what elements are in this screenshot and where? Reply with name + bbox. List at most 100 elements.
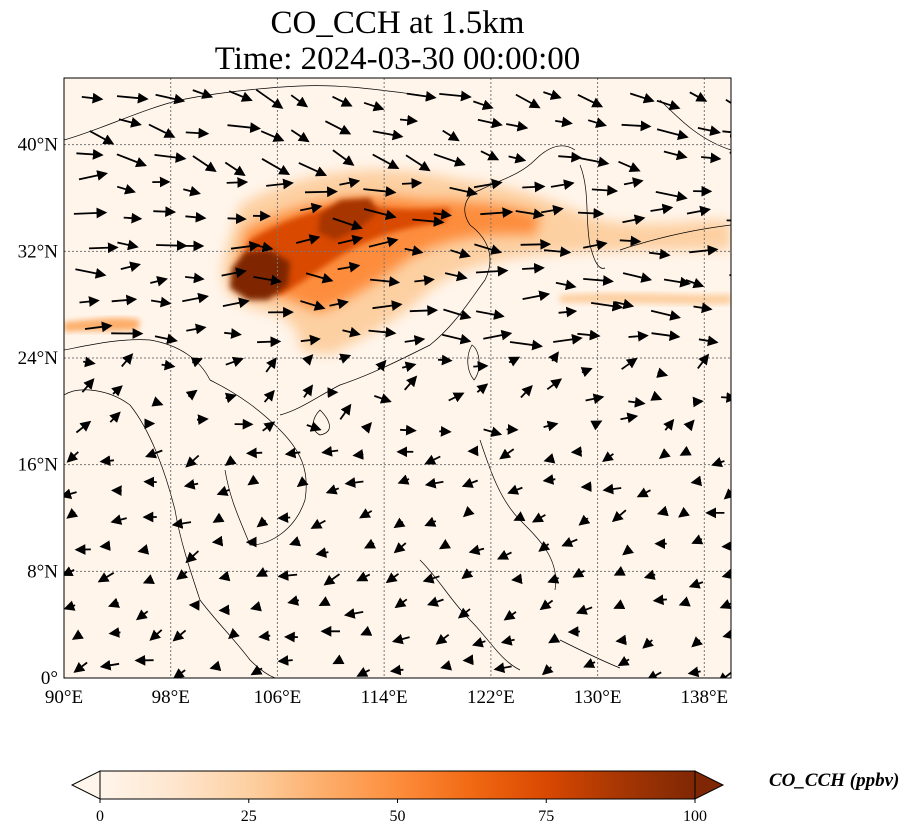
wind-vector bbox=[305, 272, 334, 284]
lat-tick-label: 16°N bbox=[18, 455, 59, 476]
wind-vector bbox=[224, 455, 237, 466]
wind-vector bbox=[424, 454, 441, 465]
lon-tick-label: 106°E bbox=[254, 687, 302, 708]
wind-vector bbox=[602, 451, 614, 463]
map-subtitle: Time: 2024-03-30 00:00:00 bbox=[214, 41, 581, 77]
wind-vector bbox=[323, 573, 341, 586]
wind-vector bbox=[185, 389, 198, 401]
wind-vector bbox=[221, 267, 247, 279]
wind-vector bbox=[433, 153, 466, 167]
wind-vector bbox=[717, 671, 731, 678]
wind-vector bbox=[655, 191, 688, 202]
wind-vector bbox=[691, 636, 703, 648]
wind-vector bbox=[302, 384, 314, 398]
wind-vector bbox=[424, 477, 444, 489]
wind-vector bbox=[538, 541, 551, 552]
plume-max bbox=[230, 250, 290, 300]
wind-vector bbox=[506, 120, 529, 132]
wind-vector bbox=[222, 297, 250, 309]
plume-max-2 bbox=[318, 198, 378, 240]
wind-vector bbox=[577, 207, 605, 219]
wind-vector bbox=[622, 214, 646, 226]
wind-vector bbox=[149, 629, 163, 641]
wind-vector bbox=[224, 328, 242, 339]
wind-vector bbox=[247, 474, 260, 486]
lat-tick-label: 24°N bbox=[18, 348, 59, 369]
wind-vector bbox=[617, 655, 630, 667]
wind-vector bbox=[265, 357, 277, 373]
wind-vector bbox=[443, 308, 472, 321]
wind-vector bbox=[736, 336, 758, 341]
wind-vector bbox=[401, 361, 417, 373]
wind-vector bbox=[196, 414, 209, 426]
wind-vector bbox=[513, 511, 526, 521]
wind-vectors bbox=[64, 88, 758, 678]
wind-vector bbox=[475, 265, 509, 277]
wind-vector bbox=[117, 239, 139, 251]
wind-vector bbox=[678, 506, 690, 518]
wind-vector bbox=[541, 664, 554, 676]
wind-vector bbox=[318, 596, 331, 607]
wind-vector bbox=[732, 245, 749, 250]
wind-vector bbox=[729, 151, 731, 154]
wind-vector bbox=[541, 204, 564, 216]
wind-vector bbox=[185, 454, 200, 468]
wind-vector bbox=[580, 367, 593, 378]
wind-vector bbox=[257, 336, 282, 348]
wind-vector bbox=[342, 326, 361, 338]
wind-vector bbox=[302, 354, 314, 366]
wind-vector bbox=[613, 599, 626, 610]
wind-vector bbox=[683, 419, 695, 432]
co-concentration-field bbox=[64, 169, 731, 355]
wind-vector bbox=[258, 630, 271, 642]
wind-vector bbox=[522, 262, 545, 274]
lon-tick-label: 138°E bbox=[680, 687, 728, 708]
wind-vector bbox=[511, 573, 523, 585]
wind-vector bbox=[192, 88, 214, 99]
wind-vector bbox=[289, 536, 302, 547]
wind-vector bbox=[97, 572, 115, 583]
wind-vector bbox=[401, 177, 423, 189]
wind-vector bbox=[216, 485, 230, 496]
wind-vector bbox=[154, 333, 178, 345]
wind-vector bbox=[111, 385, 123, 397]
wind-vector bbox=[663, 276, 691, 288]
wind-vector bbox=[89, 130, 115, 145]
wind-vector bbox=[587, 117, 607, 128]
wind-vector bbox=[450, 248, 471, 259]
wind-vector bbox=[356, 666, 371, 677]
wind-vector bbox=[692, 396, 704, 408]
wind-vector bbox=[613, 565, 626, 576]
wind-vector bbox=[218, 604, 230, 616]
wind-vector bbox=[368, 326, 397, 338]
wind-vector bbox=[405, 154, 431, 172]
wind-vector bbox=[473, 99, 494, 110]
wind-vector bbox=[558, 151, 583, 163]
wind-vector bbox=[332, 95, 353, 107]
wind-vector bbox=[298, 162, 328, 177]
wind-vector bbox=[480, 150, 500, 161]
lon-tick-label: 130°E bbox=[574, 687, 622, 708]
wind-vector bbox=[332, 149, 355, 166]
wind-vector bbox=[120, 261, 141, 272]
wind-vector bbox=[507, 484, 523, 495]
wind-vector bbox=[725, 98, 731, 105]
wind-vector bbox=[721, 392, 731, 403]
wind-vector bbox=[300, 334, 321, 346]
wind-vector bbox=[499, 448, 515, 460]
wind-vector bbox=[687, 666, 701, 678]
wind-vector bbox=[296, 476, 309, 488]
wind-vector bbox=[404, 245, 424, 256]
wind-vector bbox=[64, 600, 76, 611]
wind-vector bbox=[182, 292, 209, 304]
wind-vector bbox=[108, 597, 121, 608]
wind-vector bbox=[590, 420, 603, 431]
wind-vector bbox=[186, 323, 207, 335]
wind-vector bbox=[711, 456, 725, 468]
wind-vector bbox=[116, 184, 136, 195]
wind-vector bbox=[255, 88, 284, 109]
wind-vector bbox=[290, 94, 309, 108]
wind-vector bbox=[438, 539, 451, 550]
wind-vector bbox=[254, 241, 274, 253]
wind-vector bbox=[148, 123, 176, 138]
